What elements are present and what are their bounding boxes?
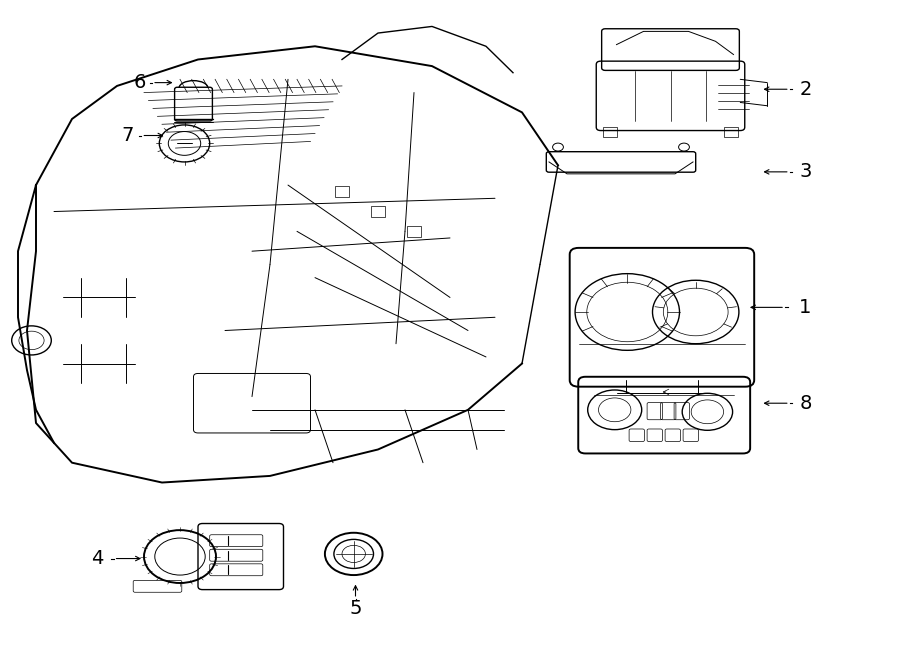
Text: 2: 2 — [799, 80, 812, 98]
Text: 3: 3 — [799, 163, 812, 181]
Text: 5: 5 — [349, 599, 362, 617]
Text: 8: 8 — [799, 394, 812, 412]
Text: 7: 7 — [122, 126, 134, 145]
Text: 1: 1 — [799, 298, 812, 317]
Text: 4: 4 — [91, 549, 104, 568]
Text: 6: 6 — [133, 73, 146, 92]
